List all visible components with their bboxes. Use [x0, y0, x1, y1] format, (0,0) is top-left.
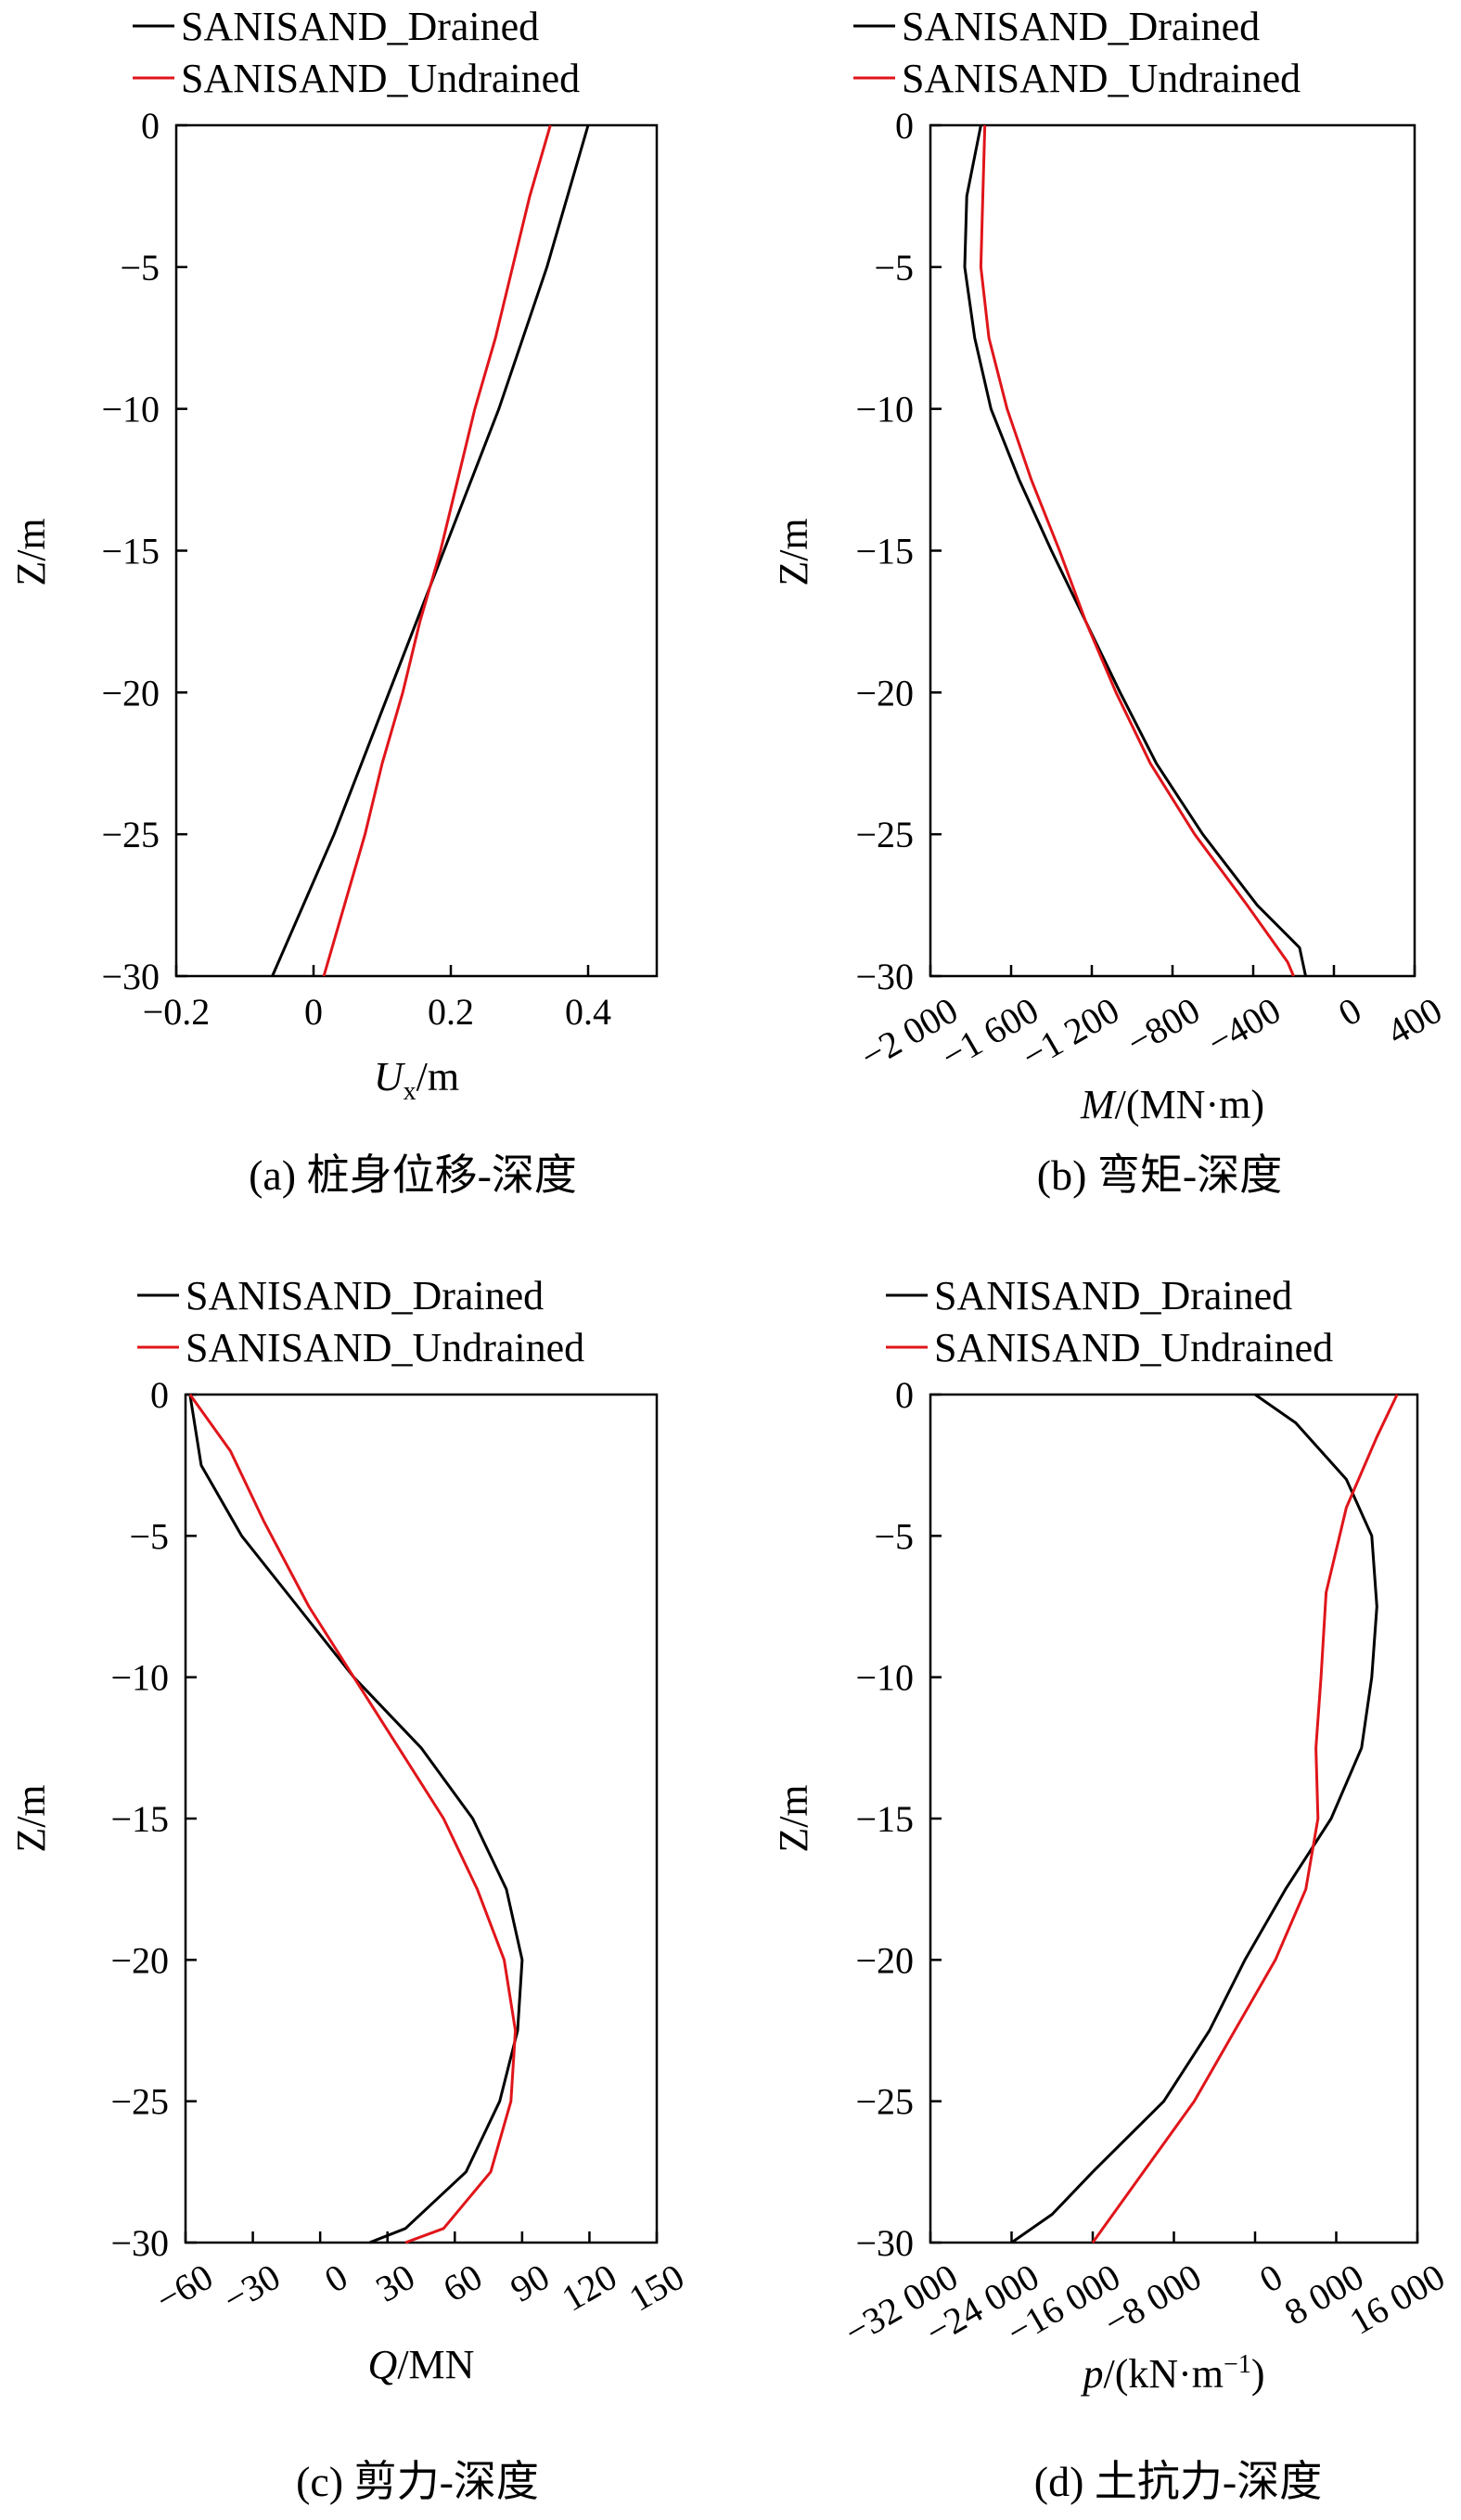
y-tick-label: −15 — [101, 531, 160, 572]
y-tick-label: 0 — [895, 1374, 914, 1416]
x-tick-label: 0 — [317, 2256, 354, 2301]
chart-panel-1: 0 −5 −10 −15 −20 −25 −30−0.2 0 0.2 0.4 SANISAND_Dr… — [8, 4, 659, 1199]
x-axis-label: Q/MN — [368, 2342, 475, 2387]
plot-frame — [184, 1393, 659, 2244]
y-tick-label: −10 — [101, 389, 160, 431]
x-tick-label: −0.2 — [143, 991, 211, 1033]
y-tick-label: −15 — [110, 1798, 169, 1840]
legend-label: SANISAND_Undrained — [181, 56, 580, 101]
panel-caption: (d) 土抗力-深度 — [1034, 2458, 1322, 2505]
y-tick-label: −5 — [129, 1515, 169, 1557]
x-axis-label: M/(MN·m) — [1080, 1082, 1264, 1127]
x-tick-label: 30 — [368, 2256, 421, 2310]
series-line-drained — [1010, 1393, 1378, 2244]
x-tick-label: 0 — [304, 991, 323, 1033]
legend-label: SANISAND_Drained — [902, 4, 1260, 49]
y-tick-label: 0 — [150, 1374, 169, 1416]
x-tick-label: 90 — [504, 2256, 557, 2310]
x-tick-label: −400 — [1200, 989, 1288, 1063]
series-line-drained — [271, 124, 590, 977]
y-axis-label: Z/m — [771, 518, 816, 585]
x-tick-label: 0.2 — [428, 991, 474, 1033]
y-tick-label: −5 — [120, 247, 160, 289]
plot-frame — [929, 123, 1416, 978]
chart-panel-2: 0−5−10−15−20−25−30−2 000−1 600−1 200−800… — [771, 4, 1449, 1199]
legend-label: SANISAND_Drained — [181, 4, 539, 49]
y-tick-label: −5 — [874, 1515, 914, 1557]
y-tick-label: −15 — [855, 1798, 914, 1840]
x-tick-label: −30 — [216, 2256, 288, 2321]
y-tick-label: −10 — [855, 1657, 914, 1699]
y-tick-label: −10 — [855, 389, 914, 431]
series-line-undrained — [322, 124, 552, 977]
y-tick-label: −25 — [855, 2081, 914, 2123]
plot-frame — [174, 123, 659, 978]
legend-label: SANISAND_Drained — [934, 1273, 1292, 1318]
y-tick-label: −25 — [110, 2081, 169, 2123]
x-tick-label: 150 — [622, 2256, 690, 2320]
y-tick-label: −5 — [874, 247, 914, 289]
series-line-undrained — [1091, 1394, 1399, 2244]
y-tick-label: −20 — [101, 672, 160, 714]
x-tick-label: 400 — [1379, 989, 1448, 1053]
y-tick-label: −20 — [110, 1939, 169, 1981]
series-line-drained — [963, 124, 1307, 977]
y-tick-label: −25 — [101, 814, 160, 855]
x-tick-label: −60 — [148, 2256, 220, 2321]
y-axis-label: Z/m — [8, 518, 54, 585]
x-tick-label: 0.4 — [565, 991, 611, 1033]
panel-caption: (c) 剪力-深度 — [296, 2458, 539, 2505]
panel-caption: (a) 桩身位移-深度 — [249, 1151, 577, 1199]
series-line-drained — [188, 1394, 524, 2244]
x-tick-label: −800 — [1120, 989, 1207, 1063]
x-tick-label: 0 — [1331, 989, 1368, 1035]
x-axis-label: p/(kN·m−1) — [1081, 2350, 1265, 2397]
y-tick-label: 0 — [141, 105, 160, 147]
x-tick-label: 16 000 — [1342, 2256, 1452, 2343]
y-tick-label: −30 — [855, 2222, 914, 2264]
y-tick-label: −30 — [110, 2222, 169, 2264]
x-tick-label: 120 — [555, 2256, 623, 2320]
series-line-undrained — [979, 124, 1295, 977]
y-tick-label: 0 — [895, 105, 914, 147]
panel-caption: (b) 弯矩-深度 — [1037, 1151, 1282, 1199]
y-tick-label: −25 — [855, 814, 914, 855]
y-tick-label: −10 — [110, 1657, 169, 1699]
legend-label: SANISAND_Drained — [186, 1273, 544, 1318]
chart-panel-4: 0−5−10−15−20−25−30−32 000−24 000−16 000−… — [771, 1273, 1452, 2505]
legend-label: SANISAND_Undrained — [902, 56, 1301, 101]
y-tick-label: −20 — [855, 1939, 914, 1981]
x-axis-label: Ux/m — [374, 1054, 459, 1106]
y-tick-label: −30 — [101, 956, 160, 997]
y-tick-label: −20 — [855, 672, 914, 714]
y-axis-label: Z/m — [8, 1784, 54, 1852]
y-tick-label: −15 — [855, 531, 914, 572]
y-axis-label: Z/m — [771, 1784, 816, 1852]
x-tick-label: 60 — [436, 2256, 489, 2310]
legend-label: SANISAND_Undrained — [934, 1325, 1333, 1370]
y-tick-label: −30 — [855, 956, 914, 997]
legend-label: SANISAND_Undrained — [186, 1325, 584, 1370]
series-line-undrained — [188, 1394, 518, 2244]
